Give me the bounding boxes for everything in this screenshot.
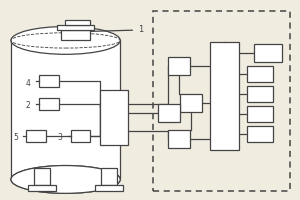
Text: 15: 15 (220, 92, 229, 101)
Text: 12: 12 (186, 98, 196, 107)
Text: 8: 8 (258, 109, 262, 118)
Bar (158, 104, 180, 122)
Bar (34, 168, 50, 185)
Bar (57, 25, 94, 30)
Text: 11: 11 (174, 62, 184, 71)
Bar (64, 20, 90, 25)
Bar (95, 185, 123, 191)
Bar (247, 126, 273, 142)
Bar (153, 11, 290, 191)
Ellipse shape (11, 27, 120, 54)
Text: 9: 9 (258, 129, 263, 138)
Bar (168, 130, 190, 148)
Bar (254, 44, 282, 62)
Text: 1: 1 (68, 25, 143, 34)
Text: 5: 5 (13, 133, 18, 142)
Text: 13: 13 (174, 134, 184, 143)
Ellipse shape (11, 166, 120, 193)
Text: 4: 4 (26, 79, 31, 88)
Bar (101, 168, 117, 185)
Bar (70, 130, 90, 142)
Bar (11, 40, 120, 179)
Ellipse shape (11, 166, 120, 193)
Text: 3: 3 (58, 133, 62, 142)
Bar (210, 42, 239, 150)
Bar (247, 66, 273, 82)
Bar (180, 94, 202, 112)
Bar (168, 57, 190, 75)
Bar (61, 30, 90, 40)
Bar (100, 90, 128, 145)
Bar (247, 106, 273, 122)
Bar (39, 98, 58, 110)
Bar (28, 185, 56, 191)
Text: 14: 14 (263, 49, 273, 58)
Text: 7: 7 (258, 90, 263, 99)
Bar (247, 86, 273, 102)
Text: 2: 2 (26, 101, 31, 110)
Bar (39, 75, 58, 87)
Text: 6: 6 (258, 70, 263, 79)
Text: 10: 10 (164, 108, 174, 117)
Bar (26, 130, 46, 142)
